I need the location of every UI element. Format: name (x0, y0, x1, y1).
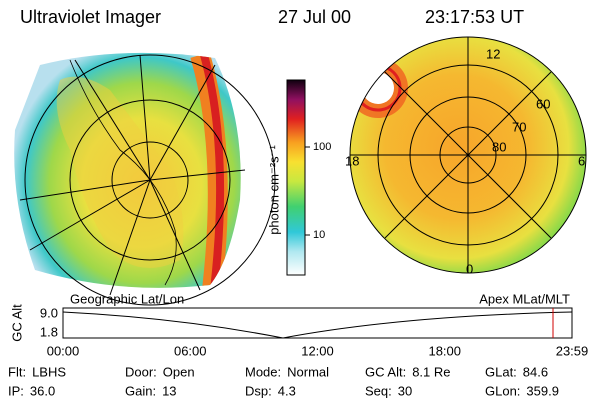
field-label: GLon: (485, 383, 520, 398)
field-label: Mode: (245, 364, 281, 379)
field-label: Seq: (365, 383, 392, 398)
altitude-curve (62, 311, 573, 339)
field-value: 8.1 Re (412, 364, 450, 379)
altitude-xtick-label: 23:59 (556, 343, 589, 358)
altitude-plot-frame (62, 307, 573, 339)
left-image (14, 52, 241, 288)
field-value: LBHS (32, 364, 66, 379)
altitude-xtick-label: 12:00 (301, 343, 334, 358)
right-grid (349, 36, 587, 274)
time: 23:17:53 UT (425, 7, 524, 27)
altitude-ytick-label: 1.8 (40, 324, 58, 339)
mlt-label: 0 (466, 261, 473, 276)
field-label: Gain: (125, 383, 156, 398)
mlt-label: 6 (578, 153, 585, 168)
field-value: 359.9 (526, 383, 559, 398)
field-value: Open (163, 364, 195, 379)
left-panel-label: Geographic Lat/Lon (70, 291, 184, 306)
title: Ultraviolet Imager (20, 7, 161, 27)
field-value: 13 (162, 383, 176, 398)
colorbar-label: photon cm⁻²s⁻¹ (266, 145, 281, 235)
mlt-label: 18 (345, 153, 359, 168)
field-value: 36.0 (30, 383, 55, 398)
right-image (350, 37, 586, 273)
altitude-ytick-label: 9.0 (40, 305, 58, 320)
date: 27 Jul 00 (278, 7, 351, 27)
altitude-xtick-label: 18:00 (428, 343, 461, 358)
lat-label: 60 (536, 96, 550, 111)
right-panel-label: Apex MLat/MLT (479, 291, 570, 306)
altitude-ylabel: GC Alt (9, 304, 24, 342)
field-label: GC Alt: (365, 364, 406, 379)
field-label: IP: (8, 383, 24, 398)
field-value: Normal (287, 364, 329, 379)
field-value: 4.3 (278, 383, 296, 398)
altitude-xtick-label: 06:00 (174, 343, 207, 358)
field-label: Flt: (8, 364, 26, 379)
colorbar (286, 79, 306, 276)
lat-label: 80 (492, 139, 506, 154)
field-label: Dsp: (245, 383, 272, 398)
altitude-xtick-label: 00:00 (47, 343, 80, 358)
mlt-label: 12 (486, 46, 500, 61)
field-label: Door: (125, 364, 157, 379)
lat-label: 70 (512, 119, 526, 134)
colorbar-tick-label: 100 (313, 141, 331, 153)
field-label: GLat: (485, 364, 517, 379)
field-value: 84.6 (523, 364, 548, 379)
field-value: 30 (398, 383, 412, 398)
colorbar-tick-label: 10 (313, 229, 325, 241)
left-grid (19, 54, 276, 306)
